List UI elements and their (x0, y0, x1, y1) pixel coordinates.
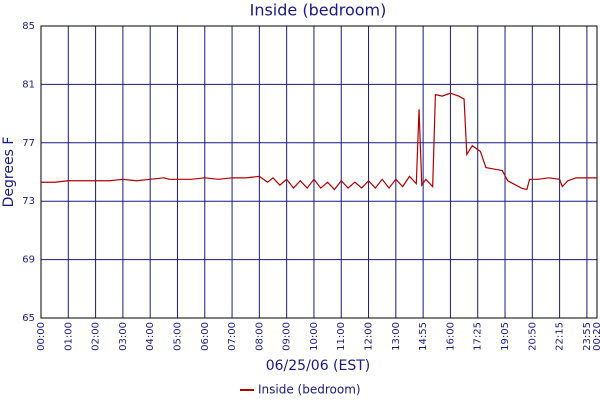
y-axis-label: Degrees F (1, 137, 17, 208)
y-tick-label: 77 (22, 138, 35, 149)
plot-border (40, 25, 598, 319)
x-tick-label: 05:00 (172, 322, 183, 351)
x-tick-label: 04:00 (145, 322, 156, 351)
x-tick-label: 06:00 (200, 322, 211, 351)
legend-label: Inside (bedroom) (258, 383, 361, 397)
y-tick-label: 65 (22, 313, 35, 324)
data-line (41, 92, 597, 191)
x-axis-label: 06/25/06 (EST) (266, 358, 371, 374)
y-tick-label: 69 (22, 255, 35, 266)
x-tick-label: 23:55 (582, 322, 593, 351)
x-tick-label: 20:50 (527, 322, 538, 351)
x-tick-label: 19:05 (500, 322, 511, 351)
y-tick-label: 73 (22, 196, 35, 207)
x-tick-label: 02:00 (91, 322, 102, 351)
x-tick-label: 09:00 (282, 322, 293, 351)
x-tick-label: 03:00 (118, 322, 129, 351)
x-tick-label: 11:00 (336, 322, 347, 351)
x-tick-label: 10:00 (309, 322, 320, 351)
x-tick-label: 22:15 (555, 322, 566, 351)
x-tick-label: 08:00 (254, 322, 265, 351)
y-tick-label: 81 (22, 79, 35, 90)
x-tick-label: 00:20 (592, 322, 600, 351)
x-tick-label: 13:00 (391, 322, 402, 351)
x-tick-label: 01:00 (63, 322, 74, 351)
x-tick-label: 17:25 (473, 322, 484, 351)
x-tick-label: 14:55 (418, 322, 429, 351)
x-tick-label: 07:00 (227, 322, 238, 351)
chart-title: Inside (bedroom) (250, 1, 387, 20)
y-tick-label: 85 (22, 21, 35, 32)
x-tick-label: 16:00 (445, 322, 456, 351)
x-tick-label: 00:00 (36, 322, 47, 351)
x-tick-label: 12:00 (364, 322, 375, 351)
